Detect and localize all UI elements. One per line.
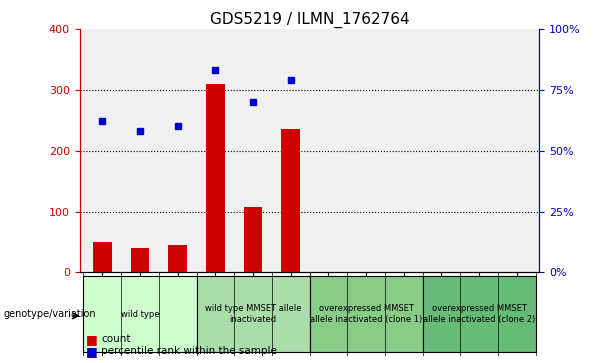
Text: wild type: wild type [121,310,159,319]
Bar [281,129,300,272]
Text: ■: ■ [86,333,97,346]
Text: ■: ■ [86,345,97,358]
Text: overexpressed MMSET
allele inactivated (clone 1): overexpressed MMSET allele inactivated (… [310,304,422,324]
Bar [206,84,225,272]
Text: count: count [101,334,131,344]
Text: percentile rank within the sample: percentile rank within the sample [101,346,277,356]
Bar [131,248,150,272]
Title: GDS5219 / ILMN_1762764: GDS5219 / ILMN_1762764 [210,12,409,28]
Bar [243,207,262,272]
FancyBboxPatch shape [310,277,422,352]
Text: wild type MMSET allele
inactivated: wild type MMSET allele inactivated [205,304,301,324]
FancyBboxPatch shape [83,277,197,352]
Bar [93,242,112,272]
FancyBboxPatch shape [422,277,536,352]
Bar [168,245,187,272]
FancyBboxPatch shape [197,277,310,352]
Text: genotype/variation: genotype/variation [3,309,96,319]
Text: overexpressed MMSET
allele inactivated (clone 2): overexpressed MMSET allele inactivated (… [423,304,535,324]
